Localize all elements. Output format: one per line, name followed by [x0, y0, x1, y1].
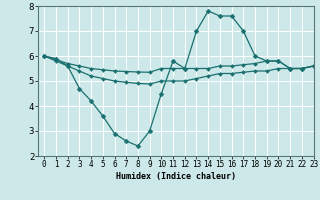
X-axis label: Humidex (Indice chaleur): Humidex (Indice chaleur)	[116, 172, 236, 181]
